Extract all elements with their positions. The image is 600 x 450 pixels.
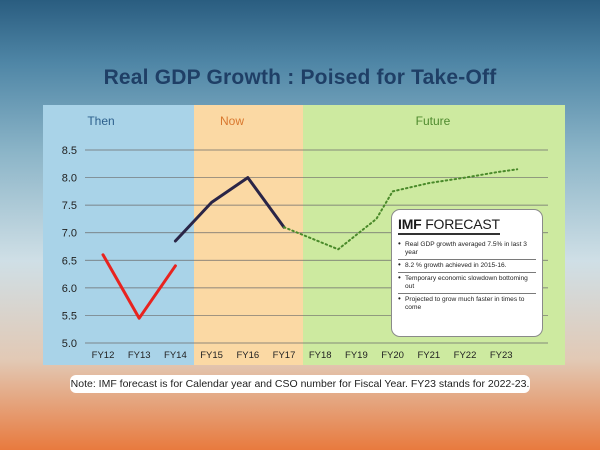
x-tick-label: FY19 [345,350,368,361]
imf-title-rest: FORECAST [421,216,500,232]
x-tick-label: FY12 [92,350,115,361]
imf-bullet-list: • Real GDP growth averaged 7.5% in last 3… [398,239,536,314]
y-tick-label: 7.5 [62,200,77,212]
series-line-now [173,176,286,243]
bullet-icon: • [398,273,401,282]
imf-bullet: • Projected to grow much faster in times … [398,294,536,314]
imf-bullet: • 8.2 % growth achieved in 2015-16. [398,260,536,273]
bullet-icon: • [398,239,401,248]
region-label-then: Then [87,114,114,128]
bullet-icon: • [398,294,401,303]
x-tick-label: FY20 [381,350,404,361]
imf-forecast-box: IMF FORECAST • Real GDP growth averaged 7… [391,209,543,337]
region-label-now: Now [220,114,244,128]
imf-bullet-text: 8.2 % growth achieved in 2015-16. [405,262,507,269]
imf-bullet-text: Real GDP growth averaged 7.5% in last 3 … [405,241,527,256]
y-tick-label: 8.0 [62,173,77,185]
chart-title: Real GDP Growth : Poised for Take-Off [103,66,497,89]
x-tick-label: FY17 [273,350,296,361]
y-tick-label: 5.0 [62,338,77,350]
bullet-icon: • [398,260,401,269]
y-tick-label: 5.5 [62,310,77,322]
y-tick-label: 7.0 [62,228,77,240]
y-tick-label: 8.5 [62,145,77,157]
x-tick-label: FY22 [454,350,477,361]
y-tick-label: 6.5 [62,255,77,267]
x-tick-label: FY21 [417,350,440,361]
footnote: Note: IMF forecast is for Calendar year … [70,375,530,393]
x-tick-label: FY16 [236,350,259,361]
region-label-future: Future [416,114,451,128]
imf-bullet: • Real GDP growth averaged 7.5% in last 3… [398,239,536,260]
imf-title-bold: IMF [398,216,422,232]
x-tick-label: FY18 [309,350,332,361]
x-tick-label: FY13 [128,350,151,361]
imf-bullet-text: Projected to grow much faster in times t… [405,296,525,311]
imf-bullet-text: Temporary economic slowdown bottoming ou… [405,275,528,290]
series-line-future [283,168,519,251]
imf-forecast-title: IMF FORECAST [398,216,500,235]
imf-bullet: • Temporary economic slowdown bottoming o… [398,273,536,294]
region-now-background [194,105,303,365]
series-line-then [101,253,177,320]
x-tick-label: FY15 [200,350,223,361]
y-tick-label: 6.0 [62,283,77,295]
x-tick-label: FY14 [164,350,187,361]
x-tick-label: FY23 [490,350,513,361]
region-then-background [43,105,194,365]
